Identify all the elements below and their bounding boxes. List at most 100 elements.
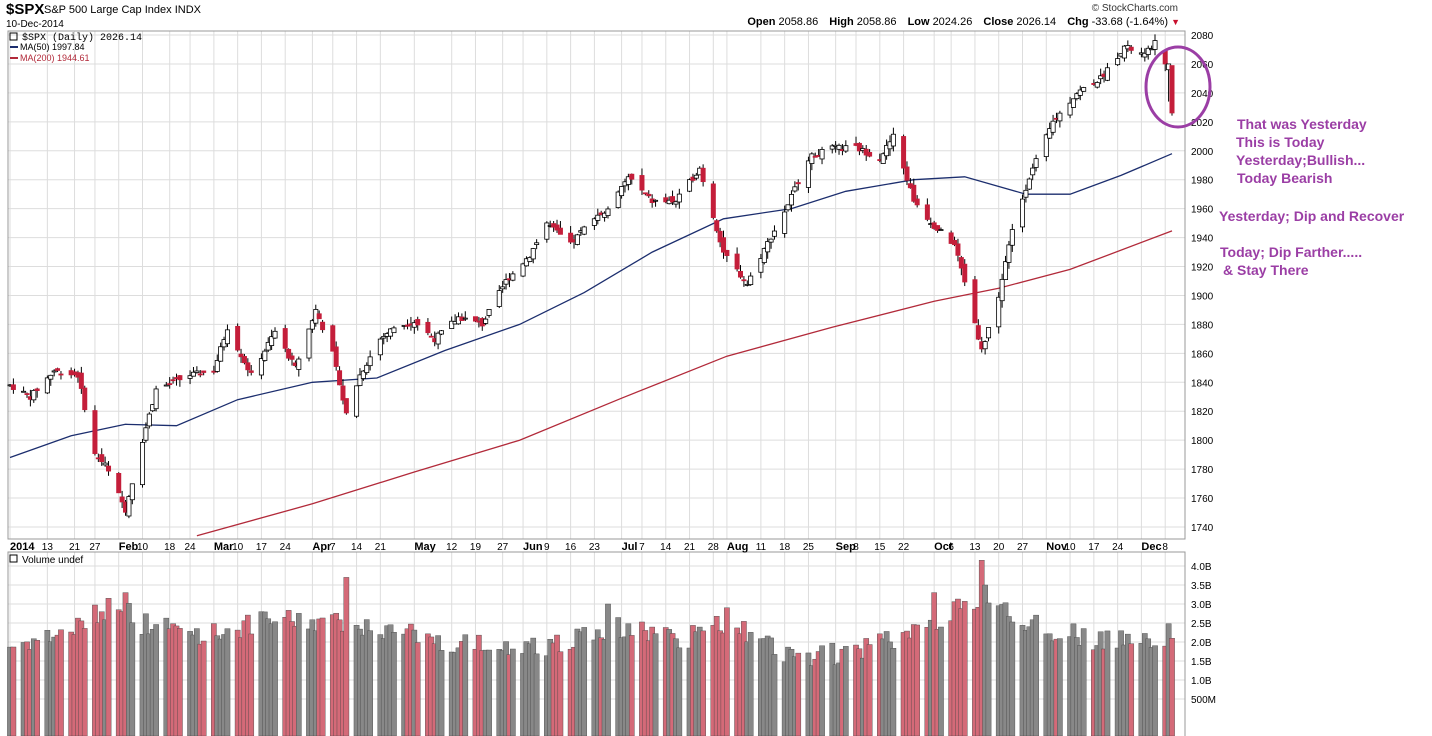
price-tick-label: 2040 [1191,89,1214,100]
legend-ma200: MA(200) 1944.61 [20,53,90,63]
candle-up [1020,198,1026,228]
date-tick-label: Sep [836,541,856,553]
volume-bar [296,613,302,736]
price-tick-label: 2000 [1191,147,1214,158]
low-label: Low [907,16,930,28]
candle-down [78,372,84,389]
highlight-circle [1144,45,1212,129]
candle-up [435,332,441,345]
candle-down [955,243,961,256]
legend-volume: Volume undef [22,555,83,566]
candle-down [177,375,183,381]
date-tick-label: 24 [1112,542,1124,553]
candle-down [1162,50,1168,65]
volume-bar [961,601,968,736]
candle-up [819,149,825,160]
date-tick-label: 21 [375,542,387,553]
candle-up [809,153,815,164]
candle-down [238,353,244,358]
price-tick-label: 1900 [1191,291,1214,302]
volume-bar [438,650,445,736]
volume-bar [105,598,112,736]
date-tick-label: Oct [934,541,953,553]
date-tick-label: 2014 [10,541,35,553]
symbol-title: $SPX [6,1,45,18]
candle-up [163,384,169,387]
candle-down [10,384,16,390]
date-tick-label: 27 [497,542,509,553]
candle-up [581,226,587,235]
candle-up [619,186,625,197]
candle-up [218,346,224,362]
date-tick-label: 14 [660,542,672,553]
candle-up [1057,112,1063,122]
candle-up [761,248,767,263]
volume-bar [795,652,802,736]
price-tick-label: 1800 [1191,436,1214,447]
candle-down [1169,65,1175,114]
candle-up [1142,52,1148,58]
candle-up [439,330,445,335]
candle-down [663,197,669,203]
date-tick-label: Nov [1046,541,1068,553]
volume-bar [486,649,492,736]
candle-up [214,360,220,372]
candle-down [405,324,411,327]
candle-up [1094,82,1100,88]
date-tick-label: 17 [1088,542,1100,553]
candle-down [639,175,645,191]
price-tick-label: 1880 [1191,320,1214,331]
candle-up [391,327,397,334]
candle-up [758,258,764,273]
candle-up [51,370,57,373]
date-tick-label: Aug [727,541,748,553]
candle-up [1030,167,1036,176]
candle-down [714,220,720,232]
candle-up [687,179,693,192]
volume-bar [367,630,373,736]
candle-down [425,321,431,334]
candle-down [642,192,648,195]
volume-bar [1033,614,1039,736]
date-tick-label: 16 [565,542,577,553]
date-tick-label: 20 [993,542,1005,553]
volume-bar [557,651,564,736]
candle-up [1033,158,1039,168]
date-tick-label: 11 [756,542,767,553]
candle-up [190,371,196,377]
volume-bar [866,644,873,736]
date-tick-label: 18 [164,542,176,553]
date-tick-label: 10 [1065,542,1077,553]
candle-down [241,356,247,364]
candle-down [282,328,288,349]
chg-label: Chg [1067,16,1089,28]
candle-up [187,375,193,379]
volume-bar [10,646,17,736]
candle-up [48,374,54,380]
volume-bar [819,645,825,736]
volume-bar [581,627,588,736]
candle-down [554,224,560,231]
candle-down [235,325,241,351]
candle-down [197,373,203,376]
candle-up [258,358,264,376]
candle-down [646,193,652,197]
volume-bar [510,648,516,736]
candle-up [1074,93,1080,100]
date-tick-label: 10 [137,542,149,553]
candle-up [1003,261,1009,280]
candle-down [901,136,907,169]
volume-bar [914,624,920,736]
candle-up [21,390,27,393]
candle-up [272,330,278,339]
candle-down [316,313,322,320]
volume-bar [248,633,255,736]
volume-bar [676,647,683,736]
candle-up [44,377,50,394]
volume-tick-label: 3.5B [1191,581,1212,592]
candle-up [768,238,774,243]
candle-up [693,174,699,179]
open-label: Open [747,16,776,28]
candle-up [843,145,849,152]
